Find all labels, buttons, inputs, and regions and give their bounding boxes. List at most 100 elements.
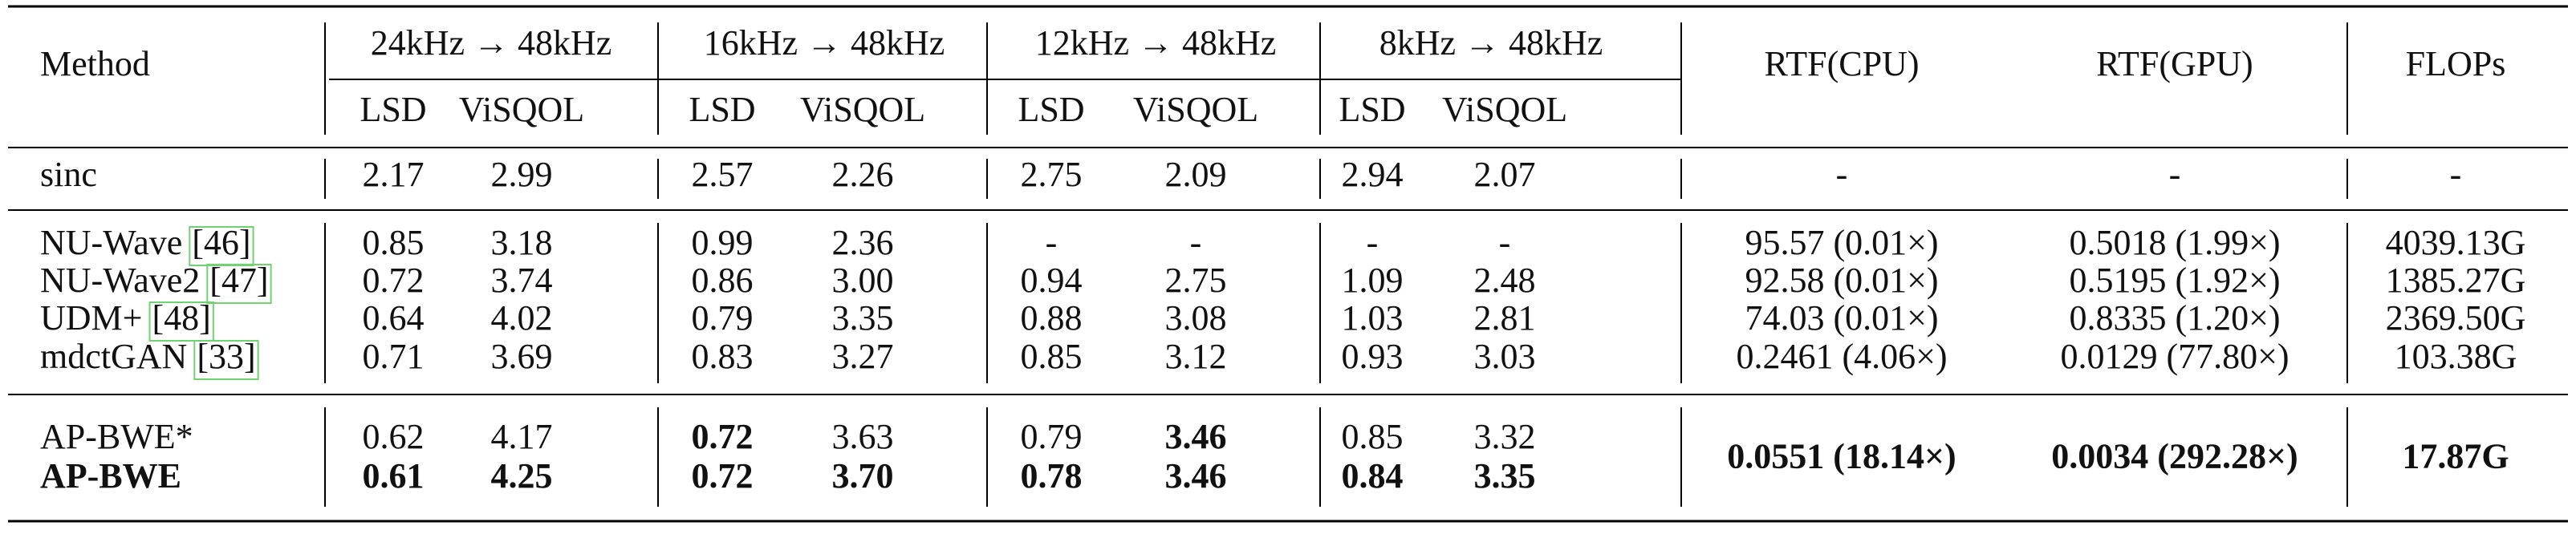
score: 2.09 <box>1165 155 1227 194</box>
citation: [48] <box>152 298 211 338</box>
score: 3.32 <box>1474 417 1536 456</box>
score: 3.69 <box>491 337 553 376</box>
score: 3.27 <box>832 337 894 376</box>
header-group: 8kHz → 48kHz <box>1379 23 1603 63</box>
score: 0.94 <box>1021 261 1083 300</box>
header-metric: ViSQOL <box>800 90 925 129</box>
cost: 103.38G <box>2395 337 2517 376</box>
score: 3.70 <box>832 456 894 496</box>
citation: [33] <box>197 337 255 376</box>
cost: 2369.50G <box>2386 298 2526 338</box>
score: 3.08 <box>1165 298 1227 338</box>
score: 0.71 <box>363 337 425 376</box>
cost: 0.8335 (1.20×) <box>2069 298 2280 338</box>
header-metric: LSD <box>360 90 426 129</box>
header-cost: RTF(CPU) <box>1765 44 1920 83</box>
score: 2.75 <box>1165 261 1227 300</box>
score: 0.85 <box>1342 417 1404 456</box>
cost: 4039.13G <box>2386 223 2526 262</box>
score: 0.85 <box>363 223 425 262</box>
score: 4.02 <box>491 298 553 338</box>
method-name: NU-Wave2 <box>40 261 200 300</box>
score: 0.86 <box>692 261 754 300</box>
method-name: sinc <box>40 155 97 194</box>
method-name: UDM+ <box>40 298 143 338</box>
score: 3.18 <box>491 223 553 262</box>
score: 3.12 <box>1165 337 1227 376</box>
score: - <box>1046 223 1058 262</box>
citation-box <box>193 340 259 380</box>
score: 0.79 <box>1021 417 1083 456</box>
score: 3.00 <box>832 261 894 300</box>
cost: 0.5018 (1.99×) <box>2069 223 2280 262</box>
score: 0.83 <box>692 337 754 376</box>
method-name: mdctGAN <box>40 337 187 376</box>
citation: [46] <box>192 223 250 262</box>
score: 1.03 <box>1342 298 1404 338</box>
header-metric: ViSQOL <box>459 90 584 129</box>
score: 0.99 <box>692 223 754 262</box>
method-name: NU-Wave <box>40 223 182 262</box>
score: 3.35 <box>832 298 894 338</box>
score: 0.61 <box>363 456 425 496</box>
score: 3.46 <box>1165 456 1227 496</box>
score: 2.57 <box>692 155 754 194</box>
score: 2.26 <box>832 155 894 194</box>
score: 3.74 <box>491 261 553 300</box>
header-metric: ViSQOL <box>1442 90 1567 129</box>
header-cost: RTF(GPU) <box>2096 44 2253 83</box>
header-group: 12kHz → 48kHz <box>1035 23 1277 63</box>
score: 4.25 <box>491 456 553 496</box>
method-name: AP-BWE <box>40 456 181 496</box>
score: 0.79 <box>692 298 754 338</box>
score: 0.62 <box>363 417 425 456</box>
cost: 0.0034 (292.28×) <box>2051 437 2298 476</box>
header-cost: FLOPs <box>2406 44 2506 83</box>
score: 1.09 <box>1342 261 1404 300</box>
cost: - <box>2450 155 2462 194</box>
score: 2.17 <box>363 155 425 194</box>
cost: 0.0129 (77.80×) <box>2060 337 2289 376</box>
method-name: AP-BWE* <box>40 417 193 456</box>
citation-box <box>206 264 272 304</box>
score: 2.48 <box>1474 261 1536 300</box>
score: 4.17 <box>491 417 553 456</box>
header-method: Method <box>40 44 150 83</box>
score: 0.64 <box>363 298 425 338</box>
header-group: 24kHz → 48kHz <box>371 23 612 63</box>
score: 0.78 <box>1021 456 1083 496</box>
cost: - <box>2169 155 2181 194</box>
score: - <box>1367 223 1379 262</box>
citation: [47] <box>209 261 268 300</box>
header-metric: LSD <box>689 90 755 129</box>
score: 2.81 <box>1474 298 1536 338</box>
score: 2.75 <box>1021 155 1083 194</box>
cost: 74.03 (0.01×) <box>1745 298 1938 338</box>
score: 2.36 <box>832 223 894 262</box>
citation-box <box>148 301 214 342</box>
score: 0.93 <box>1342 337 1404 376</box>
score: 2.07 <box>1474 155 1536 194</box>
score: 0.72 <box>692 456 754 496</box>
score: 3.03 <box>1474 337 1536 376</box>
score: 2.94 <box>1342 155 1404 194</box>
score: 0.72 <box>692 417 754 456</box>
score: 0.72 <box>363 261 425 300</box>
header-metric: LSD <box>1339 90 1405 129</box>
cost: 17.87G <box>2402 437 2509 476</box>
cost: 92.58 (0.01×) <box>1745 261 1938 300</box>
score: 0.84 <box>1342 456 1404 496</box>
cost: 0.5195 (1.92×) <box>2069 261 2280 300</box>
score: 3.63 <box>832 417 894 456</box>
score: 3.46 <box>1165 417 1227 456</box>
score: 0.88 <box>1021 298 1083 338</box>
score: - <box>1190 223 1202 262</box>
header-group: 16kHz → 48kHz <box>704 23 945 63</box>
cost: 95.57 (0.01×) <box>1745 223 1938 262</box>
cost: 1385.27G <box>2386 261 2526 300</box>
cost: 0.2461 (4.06×) <box>1736 337 1947 376</box>
header-metric: LSD <box>1018 90 1084 129</box>
score: 0.85 <box>1021 337 1083 376</box>
